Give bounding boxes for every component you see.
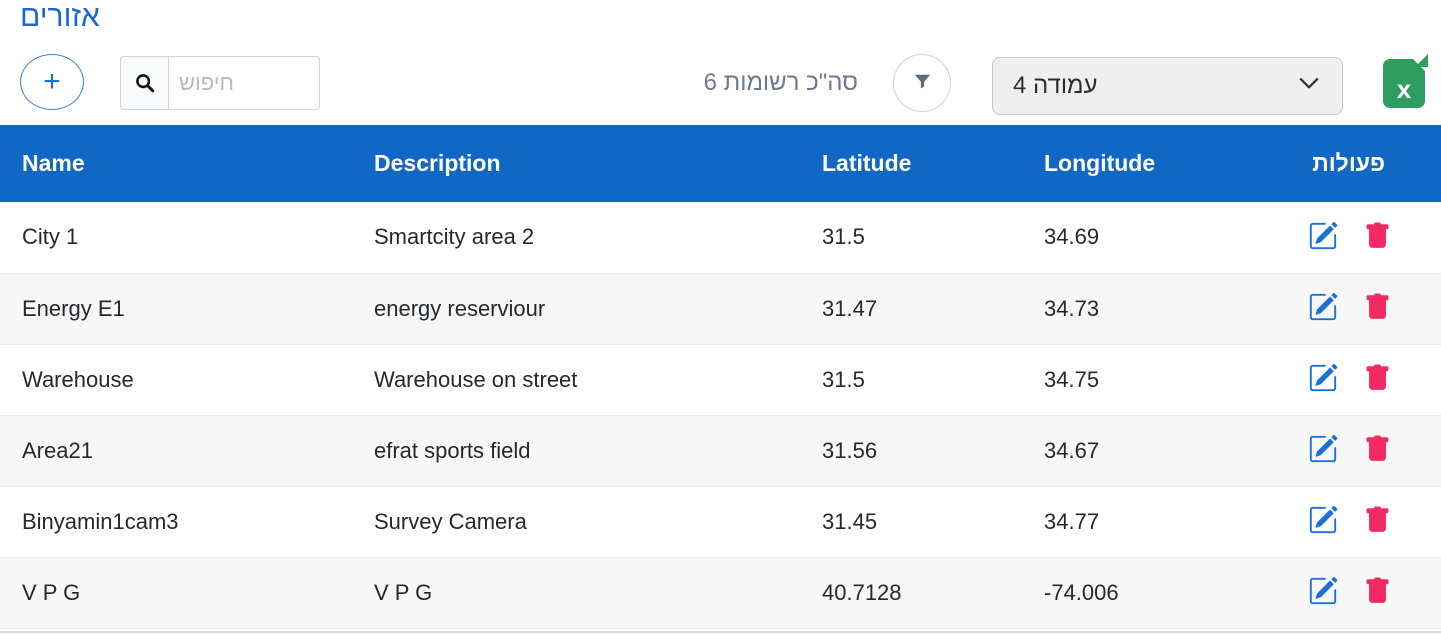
cell-name: Energy E1 xyxy=(0,272,352,344)
cell-latitude: 31.56 xyxy=(800,414,1022,486)
plus-icon: + xyxy=(43,65,61,98)
cell-name: Area21 xyxy=(0,414,352,486)
cell-description: V P G xyxy=(352,556,800,629)
table-header-row: Name Description Latitude Longitude פעול… xyxy=(0,125,1441,202)
edit-icon xyxy=(1308,363,1338,396)
cell-actions xyxy=(1245,343,1441,415)
trash-icon xyxy=(1364,435,1391,467)
records-total-label: סה"כ רשומות 6 xyxy=(703,69,858,96)
areas-table: Name Description Latitude Longitude פעול… xyxy=(0,125,1441,629)
cell-longitude: 34.73 xyxy=(1022,272,1245,344)
column-header-longitude: Longitude xyxy=(1022,125,1245,202)
search-icon xyxy=(120,56,168,110)
trash-icon xyxy=(1364,293,1391,325)
trash-icon xyxy=(1364,506,1391,538)
delete-button[interactable] xyxy=(1364,221,1391,254)
column-header-name: Name xyxy=(0,125,352,202)
delete-button[interactable] xyxy=(1364,505,1391,538)
cell-name: City 1 xyxy=(22,224,79,250)
cell-actions xyxy=(1245,202,1441,273)
cell-description: efrat sports field xyxy=(352,414,800,486)
table-row: Binyamin1cam3 Survey Camera 31.45 34.77 xyxy=(0,485,1441,557)
edit-icon xyxy=(1308,292,1338,325)
cell-description: Smartcity area 2 xyxy=(374,224,535,250)
export-excel-button[interactable]: x xyxy=(1383,54,1428,108)
cell-actions xyxy=(1245,556,1441,629)
excel-fold-flap xyxy=(1415,54,1428,67)
trash-icon xyxy=(1364,222,1391,254)
cell-latitude: 31.47 xyxy=(800,272,1022,344)
edit-button[interactable] xyxy=(1308,576,1338,609)
excel-letter: x xyxy=(1396,74,1412,104)
search-group xyxy=(120,56,320,110)
delete-button[interactable] xyxy=(1364,292,1391,325)
edit-button[interactable] xyxy=(1308,221,1338,254)
cell-description: Warehouse on street xyxy=(352,343,800,415)
table-row: Energy E1 energy reserviour 31.47 34.73 xyxy=(0,272,1441,344)
column-header-description: Description xyxy=(352,125,800,202)
edit-icon xyxy=(1308,221,1338,254)
cell-actions xyxy=(1245,485,1441,557)
column-header-latitude: Latitude xyxy=(800,125,1022,202)
edit-button[interactable] xyxy=(1308,505,1338,538)
cell-longitude: 34.75 xyxy=(1022,343,1245,415)
trash-icon xyxy=(1364,577,1391,609)
cell-actions xyxy=(1245,414,1441,486)
filter-icon xyxy=(911,70,934,96)
column-header-actions: פעולות xyxy=(1245,125,1441,202)
cell-description: Survey Camera xyxy=(352,485,800,557)
trash-icon xyxy=(1364,364,1391,396)
cell-latitude: 31.5 xyxy=(800,343,1022,415)
cell-actions xyxy=(1245,272,1441,344)
delete-button[interactable] xyxy=(1364,363,1391,396)
cell-longitude: -74.006 xyxy=(1022,556,1245,629)
cell-longitude: 34.69 xyxy=(1044,224,1100,250)
edit-icon xyxy=(1308,505,1338,538)
table-row: City 1 Smartcity area 2 31.5 34.69 xyxy=(0,202,1441,273)
table-row: V P G V P G 40.7128 -74.006 xyxy=(0,556,1441,629)
cell-latitude: 40.7128 xyxy=(800,556,1022,629)
cell-name: V P G xyxy=(0,556,352,629)
table-row: Area21 efrat sports field 31.56 34.67 xyxy=(0,414,1441,486)
edit-button[interactable] xyxy=(1308,363,1338,396)
cell-name: Binyamin1cam3 xyxy=(0,485,352,557)
chevron-down-icon xyxy=(1296,70,1322,103)
cell-description: energy reserviour xyxy=(352,272,800,344)
delete-button[interactable] xyxy=(1364,434,1391,467)
edit-icon xyxy=(1308,576,1338,609)
cell-name: Warehouse xyxy=(0,343,352,415)
edit-button[interactable] xyxy=(1308,434,1338,467)
column-select[interactable]: עמודה 4 xyxy=(992,57,1343,115)
edit-icon xyxy=(1308,434,1338,467)
add-area-button[interactable]: + xyxy=(20,54,84,110)
page-title: אזורים xyxy=(20,0,100,33)
table-row: Warehouse Warehouse on street 31.5 34.75 xyxy=(0,343,1441,415)
bottom-divider xyxy=(0,631,1441,633)
search-input[interactable] xyxy=(168,56,320,110)
cell-latitude: 31.45 xyxy=(800,485,1022,557)
excel-icon: x xyxy=(1383,54,1428,108)
column-select-value: עמודה 4 xyxy=(1013,72,1098,99)
areas-table-body: City 1 Smartcity area 2 31.5 34.69 xyxy=(0,202,1441,629)
cell-longitude: 34.77 xyxy=(1022,485,1245,557)
filter-button[interactable] xyxy=(893,54,951,112)
cell-longitude: 34.67 xyxy=(1022,414,1245,486)
edit-button[interactable] xyxy=(1308,292,1338,325)
cell-latitude: 31.5 xyxy=(822,224,865,250)
delete-button[interactable] xyxy=(1364,576,1391,609)
